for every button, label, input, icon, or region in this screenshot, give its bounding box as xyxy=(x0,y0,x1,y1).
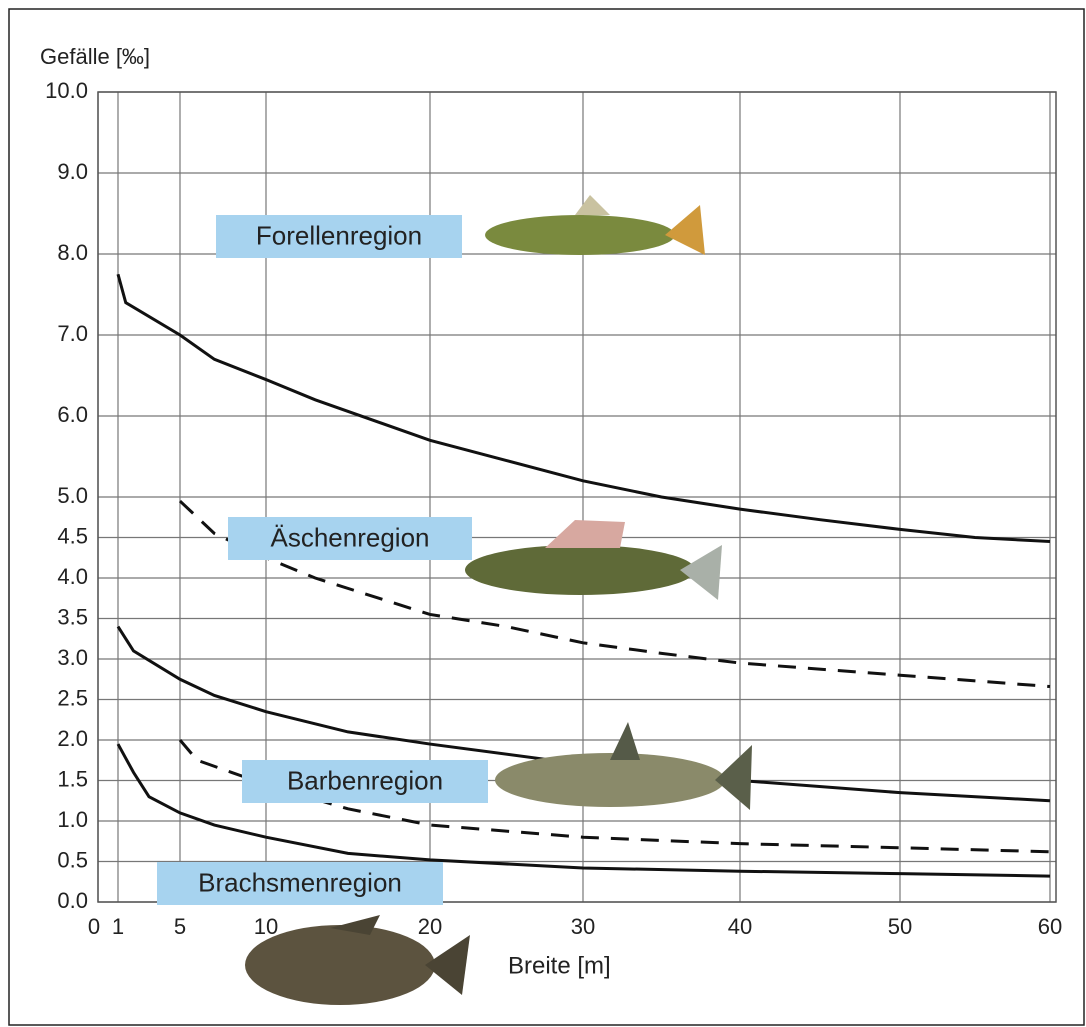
y-tick-label: 1.0 xyxy=(57,807,88,832)
x-tick-label: 5 xyxy=(174,914,186,939)
y-tick-label: 3.5 xyxy=(57,604,88,629)
y-tick-label: 9.0 xyxy=(57,159,88,184)
y-tick-label: 0.0 xyxy=(57,888,88,913)
y-tick-label: 4.5 xyxy=(57,523,88,548)
x-tick-label: 1 xyxy=(112,914,124,939)
y-tick-label: 3.0 xyxy=(57,645,88,670)
y-tick-label: 2.0 xyxy=(57,726,88,751)
region-label: Barbenregion xyxy=(287,765,443,795)
x-axis-title: Breite [m] xyxy=(508,952,611,979)
y-tick-label: 10.0 xyxy=(45,78,88,103)
region-label: Forellenregion xyxy=(256,220,422,250)
y-tick-label: 2.5 xyxy=(57,685,88,710)
y-tick-label: 4.0 xyxy=(57,564,88,589)
curve xyxy=(118,274,1050,541)
grayling xyxy=(465,520,722,600)
x-tick-label: 20 xyxy=(418,914,442,939)
barbel xyxy=(495,722,752,810)
y-tick-label: 7.0 xyxy=(57,321,88,346)
x-tick-label: 60 xyxy=(1038,914,1062,939)
x-tick-label: 40 xyxy=(728,914,752,939)
region-label: Brachsmenregion xyxy=(198,867,402,897)
x-tick-label: 10 xyxy=(254,914,278,939)
y-tick-label: 6.0 xyxy=(57,402,88,427)
x-tick-label: 30 xyxy=(571,914,595,939)
y-tick-label: 5.0 xyxy=(57,483,88,508)
x-tick-label: 50 xyxy=(888,914,912,939)
region-label: Äschenregion xyxy=(271,522,430,552)
trout xyxy=(485,195,705,255)
y-tick-label: 1.5 xyxy=(57,766,88,791)
x-tick-label: 0 xyxy=(88,914,100,939)
y-tick-label: 8.0 xyxy=(57,240,88,265)
y-axis-title: Gefälle [‰] xyxy=(40,44,150,69)
chart: Gefälle [‰] Breite [m] 0.0 0.5 1.0 1.5 2.0 2.… xyxy=(0,0,1086,1027)
y-tick-label: 0.5 xyxy=(57,847,88,872)
